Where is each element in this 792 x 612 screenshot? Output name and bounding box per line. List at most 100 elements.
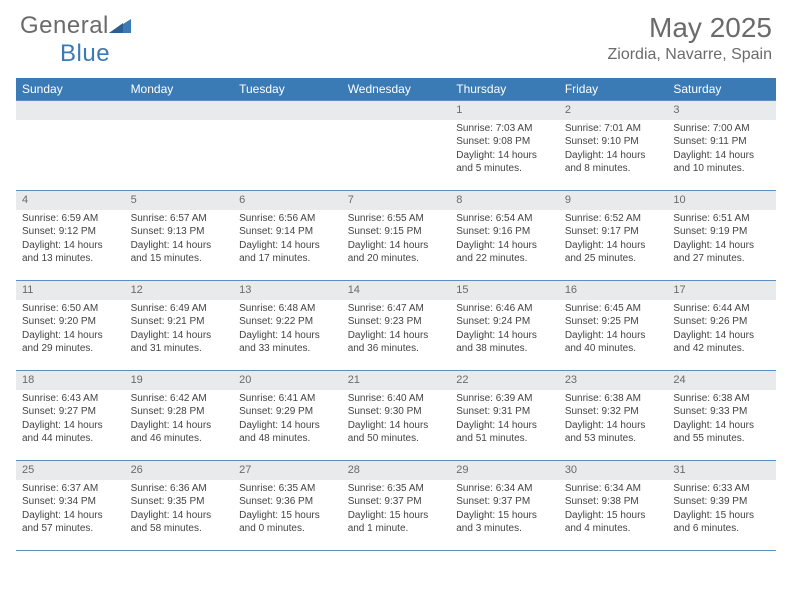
day-cell: 3Sunrise: 7:00 AMSunset: 9:11 PMDaylight… [667,101,776,191]
sunset-line: Sunset: 9:29 PM [239,405,336,419]
day-details: Sunrise: 6:42 AMSunset: 9:28 PMDaylight:… [125,390,234,450]
daylight-line: Daylight: 14 hours and 44 minutes. [22,419,119,446]
daylight-line: Daylight: 14 hours and 10 minutes. [673,149,770,176]
sunrise-line: Sunrise: 7:03 AM [456,122,553,136]
week-row: 25 Sunrise: 6:37 AMSunset: 9:34 PM Dayligh… [16,461,776,551]
day-details: Sunrise: 6:50 AMSunset: 9:20 PMDaylight:… [16,300,125,360]
day-number: 9 [559,191,668,210]
sunrise-line: Sunrise: 6:51 AM [673,212,770,226]
day-cell: 27Sunrise: 6:35 AMSunset: 9:36 PMDayligh… [233,461,342,551]
day-number: 18 [16,371,125,390]
sunset-line: Sunset: 9:14 PM [239,225,336,239]
sunrise-line: Sunrise: 6:46 AM [456,302,553,316]
logo-blue: Blue [60,40,110,67]
day-cell: 29Sunrise: 6:34 AMSunset: 9:37 PMDayligh… [450,461,559,551]
sunrise-line: Sunrise: 6:55 AM [348,212,445,226]
day-cell: 10Sunrise: 6:51 AMSunset: 9:19 PMDayligh… [667,191,776,281]
sunset-line: Sunset: 9:23 PM [348,315,445,329]
sunrise-line: Sunrise: 7:01 AM [565,122,662,136]
day-cell: 17Sunrise: 6:44 AMSunset: 9:26 PMDayligh… [667,281,776,371]
sunrise-line: Sunrise: 6:49 AM [131,302,228,316]
day-cell: 1Sunrise: 7:03 AMSunset: 9:08 PMDaylight… [450,101,559,191]
day-details: Sunrise: 6:34 AMSunset: 9:38 PMDaylight:… [559,480,668,540]
day-details: Sunrise: 6:47 AMSunset: 9:23 PMDaylight:… [342,300,451,360]
sunset-line: Sunset: 9:22 PM [239,315,336,329]
week-row: 4Sunrise: 6:59 AMSunset: 9:12 PMDaylight… [16,191,776,281]
day-details: Sunrise: 6:51 AMSunset: 9:19 PMDaylight:… [667,210,776,270]
logo-gray: General [20,12,109,39]
day-number: 8 [450,191,559,210]
sunset-line: Sunset: 9:34 PM [22,495,119,509]
day-cell: 14Sunrise: 6:47 AMSunset: 9:23 PMDayligh… [342,281,451,371]
day-number: 16 [559,281,668,300]
daylight-line: Daylight: 15 hours and 4 minutes. [565,509,662,536]
sunrise-line: Sunrise: 6:34 AM [565,482,662,496]
day-number: 25 [16,461,125,480]
sunset-line: Sunset: 9:25 PM [565,315,662,329]
month-title: May 2025 [607,12,772,44]
sunrise-line: Sunrise: 6:35 AM [348,482,445,496]
sunrise-line: Sunrise: 6:37 AM [22,482,119,496]
header: General Blue May 2025 Ziordia, Navarre, … [0,0,792,74]
sunrise-line: Sunrise: 6:45 AM [565,302,662,316]
week-row: 11Sunrise: 6:50 AMSunset: 9:20 PMDayligh… [16,281,776,371]
day-header: Wednesday [342,78,451,101]
day-details: Sunrise: 6:40 AMSunset: 9:30 PMDaylight:… [342,390,451,450]
day-number: 17 [667,281,776,300]
day-cell: 30Sunrise: 6:34 AMSunset: 9:38 PMDayligh… [559,461,668,551]
day-details: Sunrise: 6:55 AMSunset: 9:15 PMDaylight:… [342,210,451,270]
daylight-line: Daylight: 14 hours and 53 minutes. [565,419,662,446]
daylight-line: Daylight: 14 hours and 5 minutes. [456,149,553,176]
sunset-line: Sunset: 9:15 PM [348,225,445,239]
logo-triangle-icon [109,12,131,40]
logo: General Blue [20,12,131,68]
daylight-line: Daylight: 14 hours and 22 minutes. [456,239,553,266]
week-row: 18Sunrise: 6:43 AMSunset: 9:27 PMDayligh… [16,371,776,461]
sunset-line: Sunset: 9:24 PM [456,315,553,329]
daylight-line: Daylight: 14 hours and 8 minutes. [565,149,662,176]
daylight-line: Daylight: 14 hours and 38 minutes. [456,329,553,356]
sunset-line: Sunset: 9:27 PM [22,405,119,419]
day-number-empty [16,101,125,120]
day-number-empty [342,101,451,120]
day-header: Tuesday [233,78,342,101]
title-block: May 2025 Ziordia, Navarre, Spain [607,12,772,68]
sunset-line: Sunset: 9:21 PM [131,315,228,329]
day-cell: 12Sunrise: 6:49 AMSunset: 9:21 PMDayligh… [125,281,234,371]
day-number: 21 [342,371,451,390]
location: Ziordia, Navarre, Spain [607,46,772,64]
sunrise-line: Sunrise: 6:42 AM [131,392,228,406]
day-number: 19 [125,371,234,390]
day-cell: 9Sunrise: 6:52 AMSunset: 9:17 PMDaylight… [559,191,668,281]
day-number: 2 [559,101,668,120]
sunrise-line: Sunrise: 6:40 AM [348,392,445,406]
day-number: 13 [233,281,342,300]
day-cell [16,101,125,191]
day-details: Sunrise: 6:35 AMSunset: 9:36 PMDaylight:… [233,480,342,540]
day-details: Sunrise: 6:48 AMSunset: 9:22 PMDaylight:… [233,300,342,360]
day-number: 20 [233,371,342,390]
day-number: 26 [125,461,234,480]
daylight-line: Daylight: 15 hours and 6 minutes. [673,509,770,536]
day-details: Sunrise: 6:34 AMSunset: 9:37 PMDaylight:… [450,480,559,540]
day-number: 24 [667,371,776,390]
day-cell: 26Sunrise: 6:36 AMSunset: 9:35 PMDayligh… [125,461,234,551]
daylight-line: Daylight: 14 hours and 46 minutes. [131,419,228,446]
day-cell: 28Sunrise: 6:35 AMSunset: 9:37 PMDayligh… [342,461,451,551]
sunrise-line: Sunrise: 6:56 AM [239,212,336,226]
day-number: 12 [125,281,234,300]
day-details: Sunrise: 6:35 AMSunset: 9:37 PMDaylight:… [342,480,451,540]
daylight-line: Daylight: 15 hours and 3 minutes. [456,509,553,536]
day-details: Sunrise: 6:43 AMSunset: 9:27 PMDaylight:… [16,390,125,450]
sunset-line: Sunset: 9:37 PM [348,495,445,509]
day-cell: 22Sunrise: 6:39 AMSunset: 9:31 PMDayligh… [450,371,559,461]
calendar-body: 1Sunrise: 7:03 AMSunset: 9:08 PMDaylight… [16,101,776,551]
day-number: 3 [667,101,776,120]
day-header: Thursday [450,78,559,101]
sunrise-line: Sunrise: 6:38 AM [565,392,662,406]
sunset-line: Sunset: 9:28 PM [131,405,228,419]
day-number: 30 [559,461,668,480]
day-cell: 16Sunrise: 6:45 AMSunset: 9:25 PMDayligh… [559,281,668,371]
sunset-line: Sunset: 9:13 PM [131,225,228,239]
sunset-line: Sunset: 9:36 PM [239,495,336,509]
